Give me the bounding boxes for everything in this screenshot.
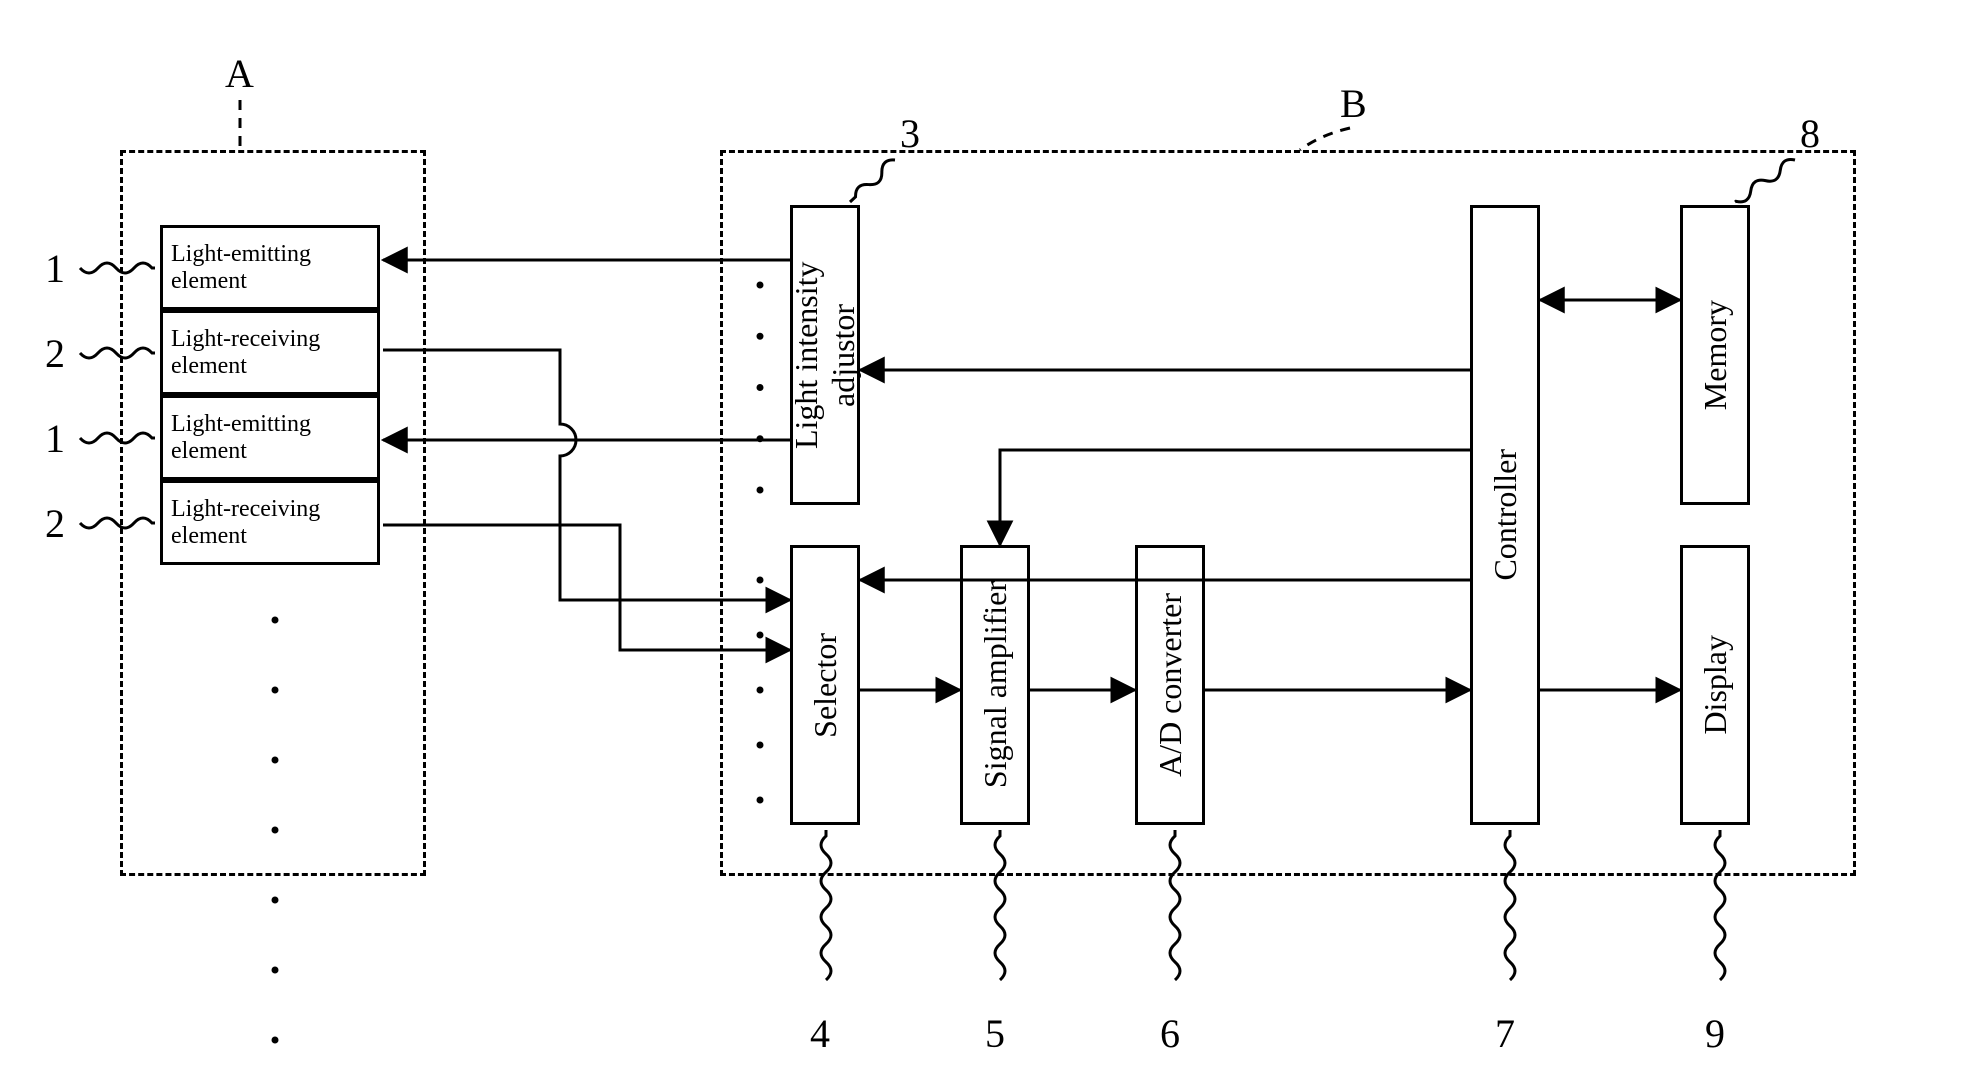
- block-light-emitting-1: Light-emitting element: [160, 225, 380, 310]
- refnum-2b: 2: [45, 500, 65, 547]
- group-a-label: A: [225, 50, 254, 97]
- refnum-1b: 1: [45, 415, 65, 462]
- block-selector: Selector: [790, 545, 860, 825]
- block-label: Signal amplifier: [977, 581, 1014, 788]
- block-light-receiving-1: Light-receiving element: [160, 310, 380, 395]
- block-label: Selector: [807, 633, 844, 738]
- block-label: Light-emitting element: [163, 241, 377, 294]
- refnum-5: 5: [985, 1010, 1005, 1057]
- block-label: Light intensity adjustor: [788, 208, 862, 502]
- refnum-7: 7: [1495, 1010, 1515, 1057]
- refnum-9: 9: [1705, 1010, 1725, 1057]
- refnum-6: 6: [1160, 1010, 1180, 1057]
- block-light-intensity-adjustor: Light intensity adjustor: [790, 205, 860, 505]
- group-b-label: B: [1340, 80, 1367, 127]
- diagram-canvas: A B Light-emitting element Light-receivi…: [0, 0, 1966, 1088]
- block-ad-converter: A/D converter: [1135, 545, 1205, 825]
- block-label: Display: [1697, 635, 1734, 735]
- block-label: Light-emitting element: [163, 411, 377, 464]
- block-light-emitting-2: Light-emitting element: [160, 395, 380, 480]
- refnum-1a: 1: [45, 245, 65, 292]
- block-label: Controller: [1487, 449, 1524, 581]
- refnum-2a: 2: [45, 330, 65, 377]
- block-light-receiving-2: Light-receiving element: [160, 480, 380, 565]
- block-label: A/D converter: [1152, 593, 1189, 777]
- block-signal-amplifier: Signal amplifier: [960, 545, 1030, 825]
- refnum-8: 8: [1800, 110, 1820, 157]
- block-label: Light-receiving element: [163, 496, 377, 549]
- block-controller: Controller: [1470, 205, 1540, 825]
- refnum-4: 4: [810, 1010, 830, 1057]
- refnum-3: 3: [900, 110, 920, 157]
- block-label: Memory: [1697, 300, 1734, 410]
- block-label: Light-receiving element: [163, 326, 377, 379]
- block-memory: Memory: [1680, 205, 1750, 505]
- block-display: Display: [1680, 545, 1750, 825]
